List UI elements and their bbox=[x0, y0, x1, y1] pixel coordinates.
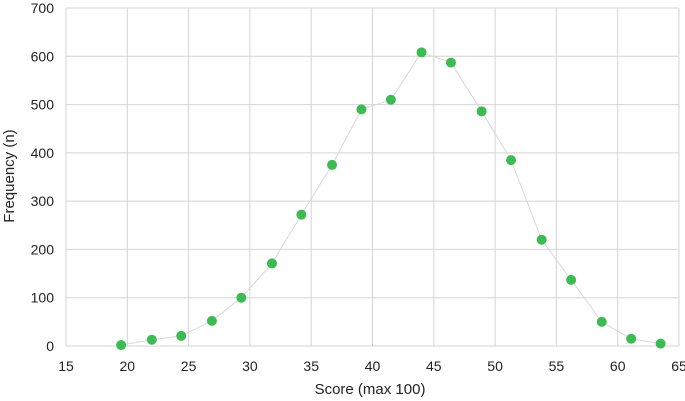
x-axis-title: Score (max 100) bbox=[315, 381, 426, 398]
x-tick-label: 15 bbox=[58, 358, 74, 374]
data-points bbox=[116, 47, 666, 351]
data-point bbox=[626, 333, 637, 344]
data-point bbox=[476, 106, 487, 117]
data-point bbox=[445, 57, 456, 68]
y-axis-ticks: 0 100 200 300 400 500 600 700 bbox=[31, 0, 55, 354]
y-tick-label: 0 bbox=[46, 338, 54, 354]
y-tick-label: 700 bbox=[31, 0, 55, 16]
data-point bbox=[566, 274, 577, 285]
data-point bbox=[385, 94, 396, 105]
data-point bbox=[146, 334, 157, 345]
x-tick-label: 65 bbox=[671, 358, 685, 374]
x-tick-label: 40 bbox=[365, 358, 381, 374]
data-point bbox=[596, 316, 607, 327]
data-point bbox=[116, 340, 127, 351]
data-point bbox=[506, 155, 517, 166]
x-tick-label: 45 bbox=[426, 358, 442, 374]
data-point bbox=[296, 209, 307, 220]
x-tick-label: 50 bbox=[487, 358, 503, 374]
y-tick-label: 400 bbox=[31, 145, 55, 161]
data-point bbox=[327, 159, 338, 170]
x-tick-label: 60 bbox=[610, 358, 626, 374]
x-tick-label: 20 bbox=[120, 358, 136, 374]
x-tick-label: 55 bbox=[549, 358, 565, 374]
x-tick-label: 30 bbox=[242, 358, 258, 374]
data-point bbox=[206, 315, 217, 326]
data-point bbox=[655, 338, 666, 349]
x-tick-label: 25 bbox=[181, 358, 197, 374]
data-point bbox=[176, 330, 187, 341]
y-tick-label: 200 bbox=[31, 241, 55, 257]
data-point bbox=[536, 234, 547, 245]
grid-lines bbox=[65, 7, 680, 347]
y-axis-title: Frequency (n) bbox=[1, 129, 18, 222]
x-axis-ticks: 15 20 25 30 35 40 45 50 55 60 65 bbox=[58, 358, 685, 374]
data-point bbox=[266, 258, 277, 269]
data-point bbox=[356, 104, 367, 115]
y-tick-label: 300 bbox=[31, 193, 55, 209]
data-point bbox=[416, 47, 427, 58]
y-tick-label: 500 bbox=[31, 97, 55, 113]
data-point bbox=[236, 292, 247, 303]
y-tick-label: 600 bbox=[31, 48, 55, 64]
y-tick-label: 100 bbox=[31, 290, 55, 306]
x-tick-label: 35 bbox=[303, 358, 319, 374]
